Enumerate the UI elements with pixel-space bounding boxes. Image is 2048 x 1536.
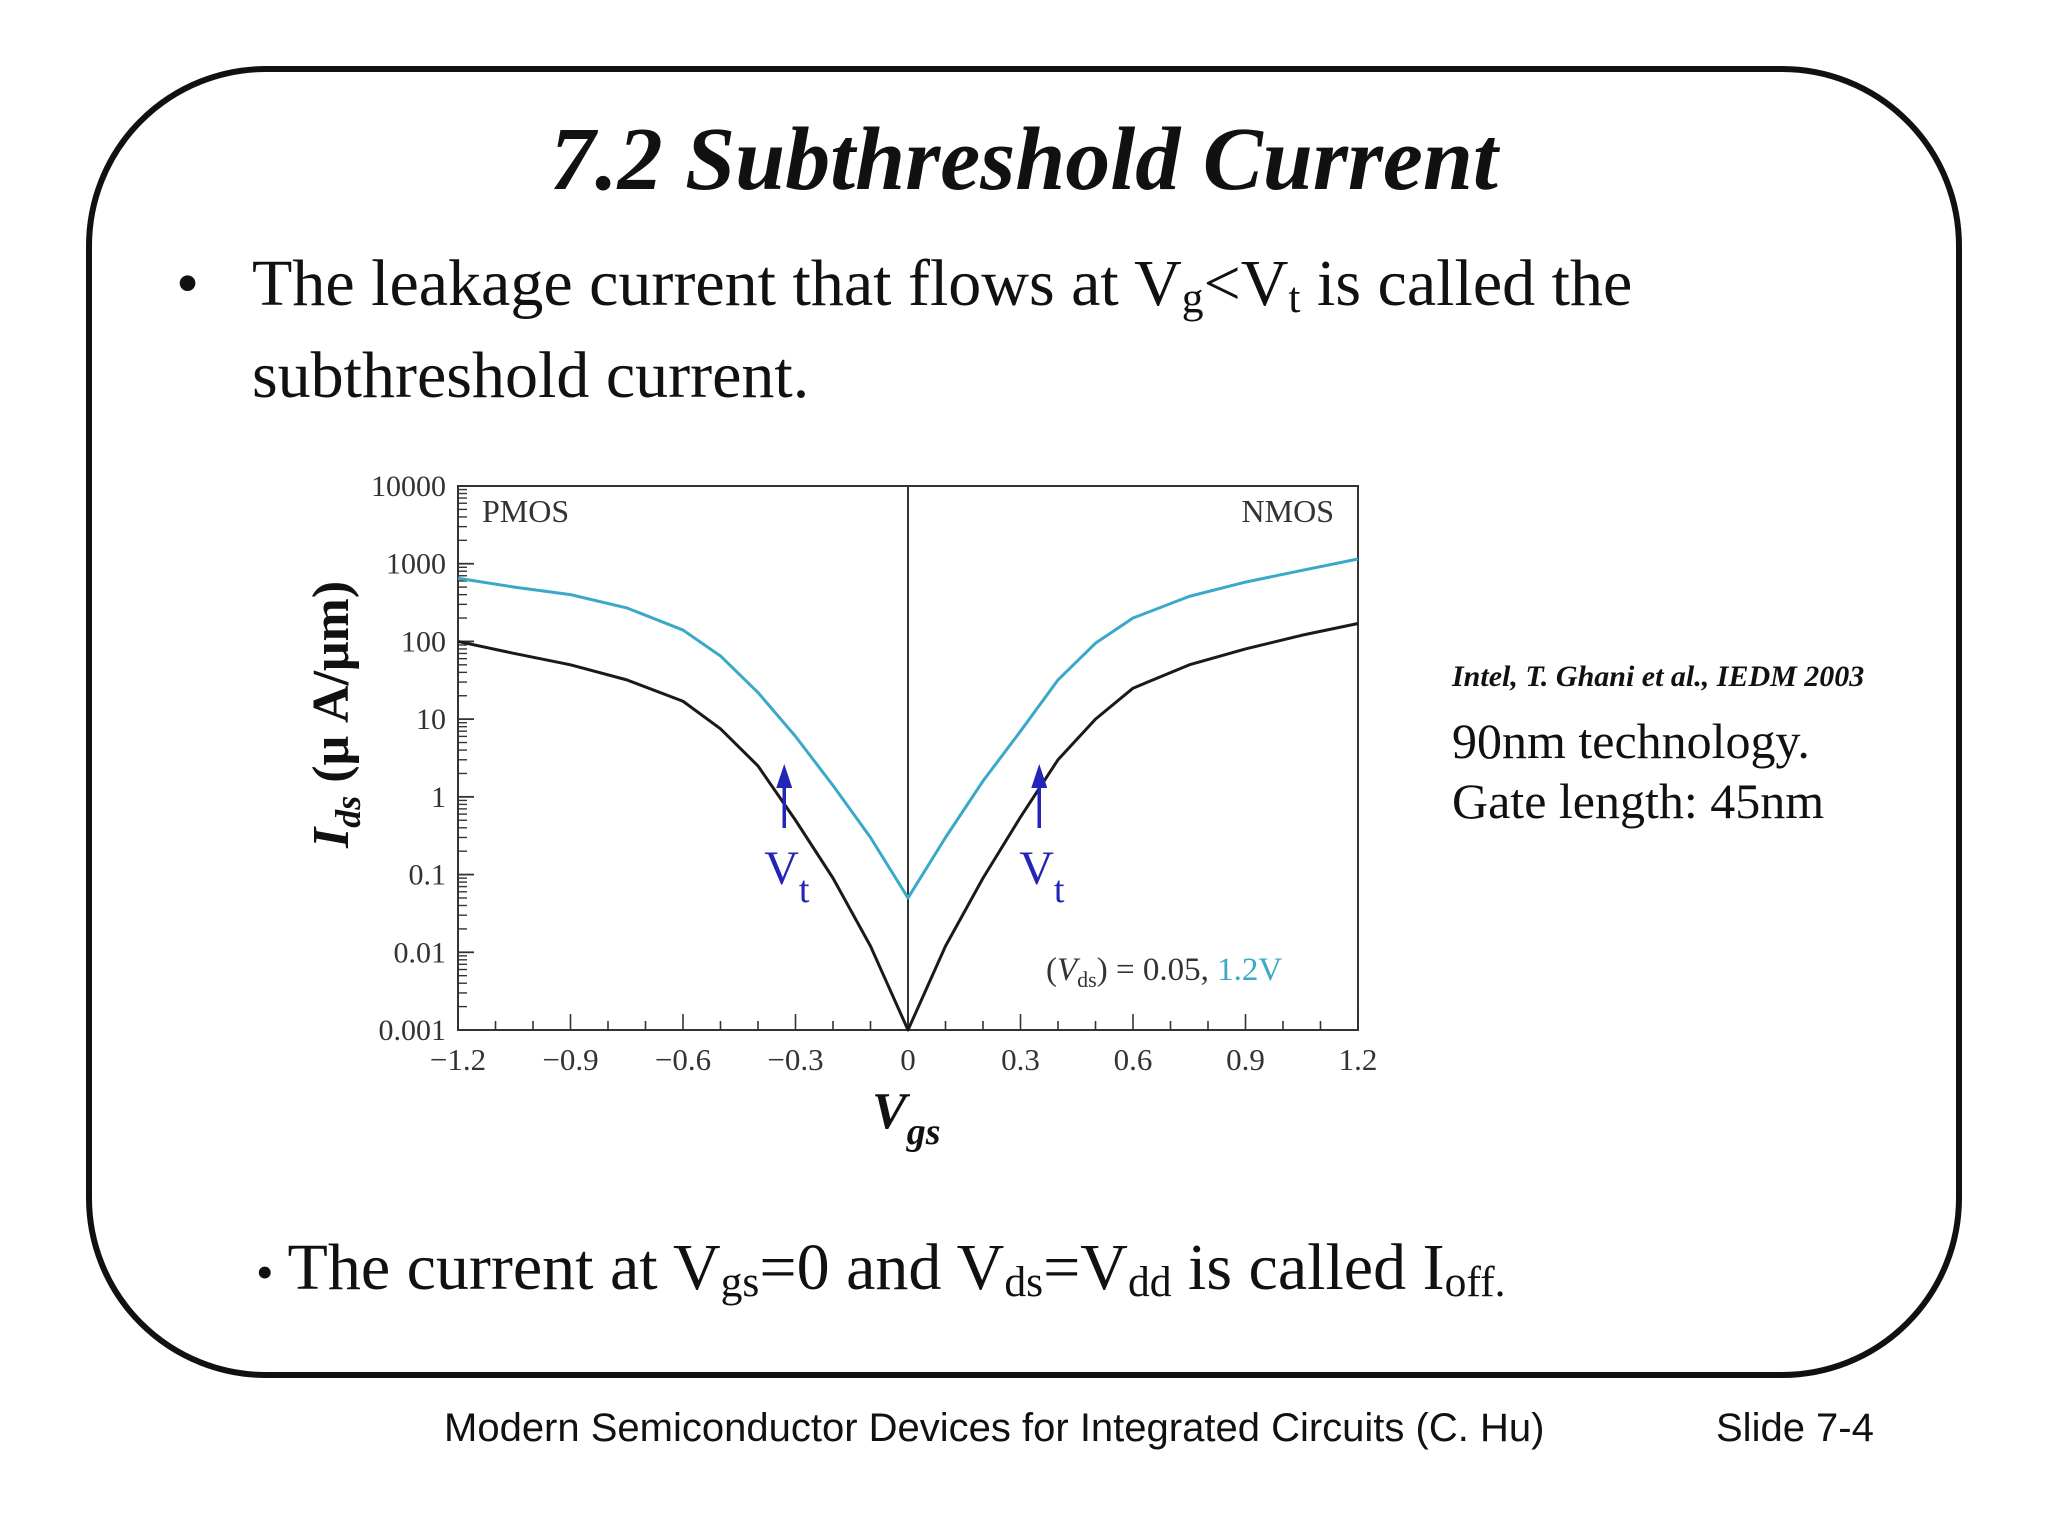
y-tick-label: 100 xyxy=(401,625,446,658)
x-tick-label: 1.2 xyxy=(1339,1042,1378,1077)
vt-arrowhead xyxy=(1031,764,1048,788)
x-tick-label: 0.3 xyxy=(1001,1042,1040,1077)
subscript-gs: gs xyxy=(720,1257,760,1306)
bullet-marker: • xyxy=(256,1244,274,1300)
subscript-off: off. xyxy=(1444,1257,1506,1306)
slide-frame xyxy=(86,66,1962,1378)
y-tick-label: 10 xyxy=(416,703,446,736)
y-axis-label: Ids (μ A/μm) xyxy=(303,581,368,849)
x-tick-label: −0.9 xyxy=(542,1042,598,1077)
bullet-leakage-line2: subthreshold current. xyxy=(252,339,810,412)
bullet-marker: • xyxy=(176,247,200,320)
bullet-leakage-text: The leakage current that flows at V xyxy=(252,247,1182,320)
x-tick-label: −0.3 xyxy=(767,1042,823,1077)
slide-title: 7.2 Subthreshold Current xyxy=(550,110,1498,209)
note-gate-length: Gate length: 45nm xyxy=(1452,773,1825,829)
bullet-leakage-line1: The leakage current that flows at Vg<Vt … xyxy=(252,238,1632,337)
curve-vds-high xyxy=(457,557,1359,900)
vds-legend: (Vds) = 0.05, 1.2V xyxy=(1046,952,1282,992)
y-tick-label: 1 xyxy=(431,781,446,814)
vt-label: Vt xyxy=(764,842,810,911)
subscript-t: t xyxy=(1288,273,1301,322)
bullet-leakage-text-end: is called the xyxy=(1300,247,1633,320)
region-label-nmos: NMOS xyxy=(1242,493,1334,529)
x-tick-label: 0.9 xyxy=(1226,1042,1265,1077)
region-label-pmos: PMOS xyxy=(482,493,569,529)
bullet-ioff-text-2: =0 and V xyxy=(759,1231,1005,1304)
subscript-dd: dd xyxy=(1127,1257,1172,1306)
note-technology: 90nm technology. xyxy=(1452,713,1810,769)
y-tick-label: 10000 xyxy=(371,470,446,503)
vt-marker-pmos: Vt xyxy=(764,764,810,911)
curve-vds-low xyxy=(457,622,1359,1032)
vt-marker-nmos: Vt xyxy=(1019,764,1065,911)
y-tick-label: 1000 xyxy=(386,548,446,581)
footer-slide-number: Slide 7-4 xyxy=(1716,1406,1874,1450)
y-tick-label: 0.1 xyxy=(409,859,447,892)
vt-label: Vt xyxy=(1019,842,1065,911)
x-tick-label: 0 xyxy=(900,1042,916,1077)
subscript-ds: ds xyxy=(1004,1257,1044,1306)
x-tick-label: 0.6 xyxy=(1114,1042,1153,1077)
bullet-leakage-text-mid: <V xyxy=(1203,247,1289,320)
bullet-ioff: • The current at Vgs=0 and Vds=Vdd is cal… xyxy=(256,1222,1505,1321)
footer-course: Modern Semiconductor Devices for Integra… xyxy=(444,1406,1545,1450)
subscript-g: g xyxy=(1181,273,1204,322)
bullet-ioff-text-4: is called I xyxy=(1171,1231,1445,1304)
y-tick-label: 0.001 xyxy=(379,1014,447,1047)
bullet-ioff-text-3: =V xyxy=(1043,1231,1128,1304)
citation: Intel, T. Ghani et al., IEDM 2003 xyxy=(1452,660,1865,693)
y-tick-label: 0.01 xyxy=(394,936,447,969)
x-axis-label: Vgs xyxy=(872,1083,940,1153)
x-tick-label: −1.2 xyxy=(430,1042,486,1077)
vt-arrowhead xyxy=(776,764,793,788)
x-tick-label: −0.6 xyxy=(655,1042,711,1077)
bullet-ioff-text: The current at V xyxy=(287,1231,721,1304)
